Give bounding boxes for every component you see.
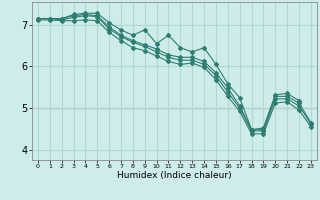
X-axis label: Humidex (Indice chaleur): Humidex (Indice chaleur) [117, 171, 232, 180]
